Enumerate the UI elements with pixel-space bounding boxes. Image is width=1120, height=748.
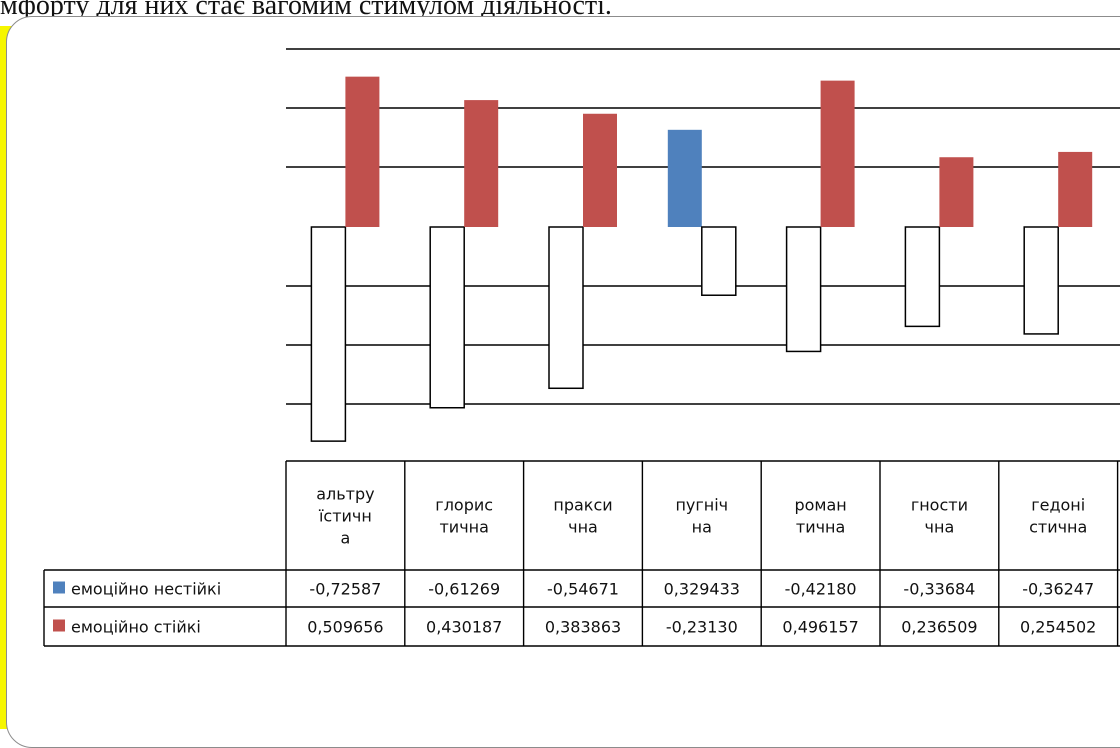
data-label: -0,54671	[547, 580, 619, 599]
bar-series-1	[548, 226, 584, 390]
bar-series-2	[939, 157, 974, 227]
data-label: -0,23130	[666, 618, 738, 637]
category-label: на	[692, 518, 712, 537]
data-label: 0,430187	[426, 618, 502, 637]
bar-series-1	[429, 226, 465, 409]
bars	[310, 76, 1093, 442]
category-label: тична	[796, 518, 845, 537]
data-label: 0,383863	[545, 618, 621, 637]
bar-series-2	[583, 113, 617, 227]
chart: альтру їстичн а глорис тична пракси чна пугніч н…	[43, 48, 1120, 647]
bar-series-2	[820, 80, 855, 227]
data-label: -0,42180	[785, 580, 857, 599]
category-label: гности	[911, 496, 968, 515]
legend-label: емоційно нестійкі	[71, 580, 221, 599]
category-label: стична	[1029, 518, 1087, 537]
data-label: 0,329433	[664, 580, 740, 599]
category-label: тична	[439, 518, 488, 537]
bar-series-2	[464, 100, 499, 227]
data-label: -0,33684	[903, 580, 975, 599]
category-label: їстичн	[318, 507, 372, 526]
bar-series-2	[1058, 151, 1093, 227]
data-label: -0,61269	[428, 580, 500, 599]
category-label: роман	[794, 496, 846, 515]
legend-swatch	[53, 581, 65, 594]
data-label: 0,509656	[307, 618, 383, 637]
data-label: 0,496157	[782, 618, 858, 637]
category-label: глорис	[435, 496, 493, 515]
data-table: альтру їстичн а глорис тична пракси чна пугніч н…	[43, 460, 1120, 647]
category-label: альтру	[316, 485, 374, 504]
bar-series-1	[667, 129, 702, 227]
category-label: чна	[568, 518, 598, 537]
bar-series-1	[785, 226, 822, 353]
bar-series-1	[1023, 226, 1059, 335]
data-label: 0,254502	[1020, 618, 1096, 637]
bar-series-1	[310, 226, 347, 442]
category-label: а	[340, 529, 350, 548]
data-label: -0,72587	[309, 580, 381, 599]
legend-label: емоційно стійкі	[71, 618, 201, 637]
category-label: гедоні	[1031, 496, 1085, 515]
category-label: пугніч	[675, 496, 728, 515]
bar-series-2	[345, 76, 380, 227]
data-label: 0,236509	[901, 618, 977, 637]
bar-series-2	[701, 226, 737, 296]
category-label: пракси	[553, 496, 612, 515]
document-text-line: мфорту для них стає вагомим стимулом дія…	[0, 0, 612, 21]
category-label: чна	[925, 518, 955, 537]
bar-series-1	[904, 226, 941, 328]
data-label: -0,36247	[1022, 580, 1094, 599]
legend-swatch	[53, 619, 65, 632]
